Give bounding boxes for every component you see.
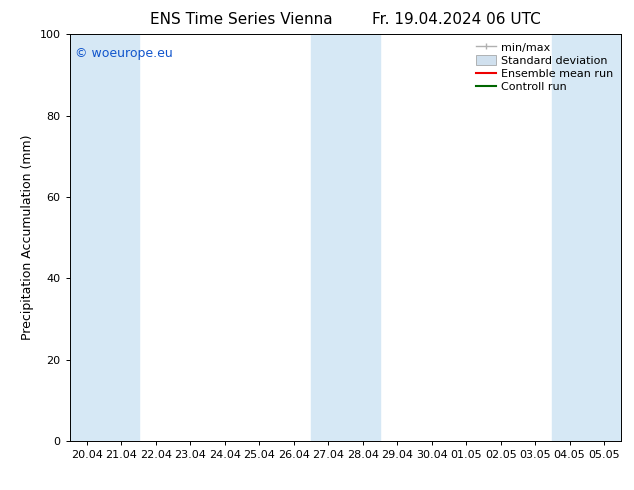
- Text: © woeurope.eu: © woeurope.eu: [75, 47, 173, 59]
- Bar: [552, 34, 621, 441]
- Text: Fr. 19.04.2024 06 UTC: Fr. 19.04.2024 06 UTC: [372, 12, 541, 27]
- Text: ENS Time Series Vienna: ENS Time Series Vienna: [150, 12, 332, 27]
- Bar: [70, 34, 139, 441]
- Y-axis label: Precipitation Accumulation (mm): Precipitation Accumulation (mm): [21, 135, 34, 341]
- Bar: [311, 34, 380, 441]
- Legend: min/max, Standard deviation, Ensemble mean run, Controll run: min/max, Standard deviation, Ensemble me…: [474, 40, 616, 95]
